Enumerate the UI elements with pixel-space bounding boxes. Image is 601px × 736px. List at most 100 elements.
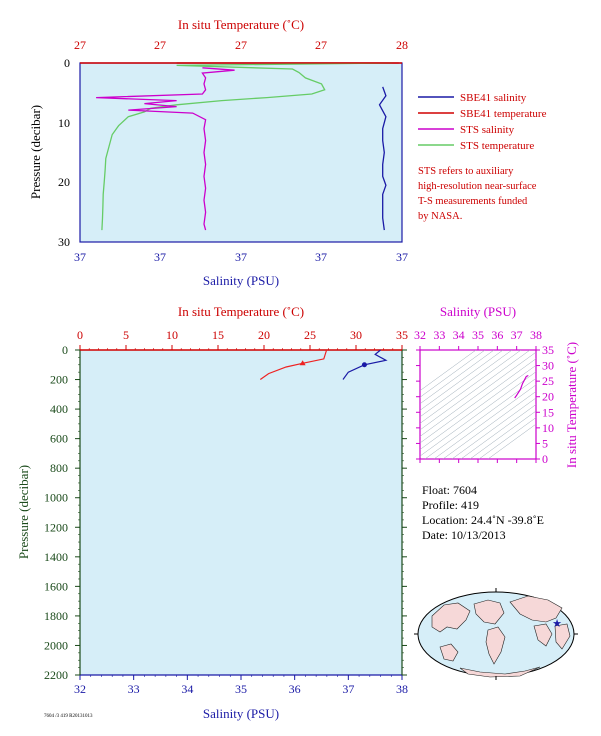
ts-isopycnal: [420, 358, 536, 444]
top-plot-area: [80, 63, 402, 242]
ts-salinity-axis-title: Salinity (PSU): [440, 304, 516, 319]
main-temp-ticks: 0 5 10 15 20 25 30 35: [77, 328, 408, 350]
ts-temp-axis-title: In situ Temperature (˚C): [564, 342, 579, 468]
map-landmass: [509, 595, 563, 623]
legend-label: STS temperature: [460, 140, 534, 152]
top-panel: In situ Temperature (˚C) 27 27 27 27 28 …: [28, 17, 547, 288]
main-sal-tick-label: 34: [181, 682, 193, 696]
map-landmass: [459, 666, 541, 678]
main-plot-area: [80, 350, 402, 675]
float-info: Float: 7604 Profile: 419 Location: 24.4˚…: [422, 483, 544, 542]
top-series-sbe41-salinity: [378, 86, 387, 231]
main-sal-tick-label: 37: [342, 682, 354, 696]
top-pressure-axis-title: Pressure (decibar): [28, 105, 43, 199]
main-pressure-ticks: 0 200 400 600 800 1000 1200 1400 1600 1800 2000 220…: [44, 343, 407, 682]
ts-sal-tick-label: 35: [472, 328, 484, 342]
ts-isopycnal: [420, 350, 504, 411]
main-pressure-tick-label: 2000: [44, 638, 68, 652]
main-temp-tick-label: 10: [166, 328, 178, 342]
top-sal-tick-label: 37: [154, 250, 166, 264]
ts-curve: [514, 374, 529, 399]
main-salinity-marker: [361, 362, 367, 368]
ts-series-group: [514, 374, 529, 399]
top-salinity-axis-title: Salinity (PSU): [203, 273, 279, 288]
ts-temp-tick-label: 0: [542, 452, 548, 466]
top-sal-tick-label: 37: [315, 250, 327, 264]
float-id: Float: 7604: [422, 483, 477, 497]
top-temp-tick-labels: 27 27 27 27 28: [74, 38, 408, 52]
ts-salinity-ticks: 32 33 34 35 36 37 38: [414, 328, 542, 463]
top-sal-tick-label: 37: [235, 250, 247, 264]
main-pressure-tick-label: 1000: [44, 491, 68, 505]
top-pressure-tick-label: 20: [58, 175, 70, 189]
main-temp-tick-label: 5: [123, 328, 129, 342]
sts-note-line: high-resolution near-surface: [418, 181, 537, 192]
profile-date: Date: 10/13/2013: [422, 528, 506, 542]
main-sal-tick-label: 33: [128, 682, 140, 696]
map-landmass: [473, 599, 505, 625]
top-pressure-tick-label: 10: [58, 116, 70, 130]
ts-isopycnal: [460, 404, 536, 459]
ts-sal-tick-label: 34: [453, 328, 465, 342]
ts-isopycnal: [433, 384, 536, 459]
ts-isopycnal: [420, 350, 495, 405]
ts-temp-tick-label: 35: [542, 343, 554, 357]
top-series-sts-salinity: [96, 67, 235, 231]
main-pressure-tick-label: 800: [50, 461, 68, 475]
main-temp-tick-label: 0: [77, 328, 83, 342]
ts-sal-tick-label: 37: [511, 328, 523, 342]
ts-isopycnal: [420, 350, 486, 398]
main-temp-tick-label: 25: [304, 328, 316, 342]
map-landmass: [485, 626, 506, 665]
main-pressure-tick-label: 0: [62, 343, 68, 357]
ts-isopycnal: [420, 350, 531, 431]
main-temp-tick-label: 15: [212, 328, 224, 342]
sts-note-line: by NASA.: [418, 211, 462, 222]
main-pressure-tick-label: 400: [50, 402, 68, 416]
top-legend: SBE41 salinity SBE41 temperature STS sal…: [418, 92, 547, 152]
top-temp-tick-label: 28: [396, 38, 408, 52]
ts-isopycnal: [487, 423, 536, 459]
legend-label: SBE41 temperature: [460, 108, 547, 120]
ts-temp-tick-label: 30: [542, 359, 554, 373]
legend-label: SBE41 salinity: [460, 92, 527, 104]
top-pressure-tick-labels: 0 10 20 30: [58, 56, 70, 249]
ts-isopycnal: [420, 350, 477, 391]
map-land: [431, 595, 571, 678]
map-landmass: [533, 623, 553, 647]
ts-sal-tick-label: 36: [491, 328, 503, 342]
top-pressure-tick-label: 0: [64, 56, 70, 70]
footer-code: 7604 /3 419 R20131013: [44, 714, 93, 719]
main-sal-tick-label: 36: [289, 682, 301, 696]
ts-isopycnal: [424, 378, 536, 459]
top-pressure-tick-label: 30: [58, 235, 70, 249]
top-temp-tick-label: 27: [154, 38, 166, 52]
ts-isopycnal: [478, 417, 536, 459]
ts-temp-tick-label: 5: [542, 436, 548, 450]
main-temperature-profile: [259, 349, 328, 380]
main-temp-tick-label: 30: [350, 328, 362, 342]
ts-temp-tick-label: 25: [542, 374, 554, 388]
main-salinity-ticks: 32 33 34 35 36 37 38: [74, 675, 408, 696]
ts-sal-tick-label: 38: [530, 328, 542, 342]
profile-number: Profile: 419: [422, 498, 479, 512]
main-pressure-tick-label: 1800: [44, 609, 68, 623]
top-sal-tick-label: 37: [396, 250, 408, 264]
main-pressure-axis-title: Pressure (decibar): [16, 465, 31, 559]
legend-label: STS salinity: [460, 124, 515, 136]
top-temp-tick-label: 27: [235, 38, 247, 52]
main-temperature-marker: [299, 360, 306, 366]
map-landmass: [431, 602, 471, 633]
main-salinity-axis-title: Salinity (PSU): [203, 706, 279, 721]
ts-temp-tick-label: 15: [542, 405, 554, 419]
float-location: Location: 24.4˚N -39.8˚E: [422, 513, 544, 527]
top-sal-tick-label: 37: [74, 250, 86, 264]
main-sal-tick-label: 35: [235, 682, 247, 696]
main-pressure-tick-label: 1400: [44, 550, 68, 564]
main-sal-tick-label: 32: [74, 682, 86, 696]
ts-isopycnal: [420, 364, 536, 450]
main-temp-axis-title: In situ Temperature (˚C): [178, 304, 304, 319]
